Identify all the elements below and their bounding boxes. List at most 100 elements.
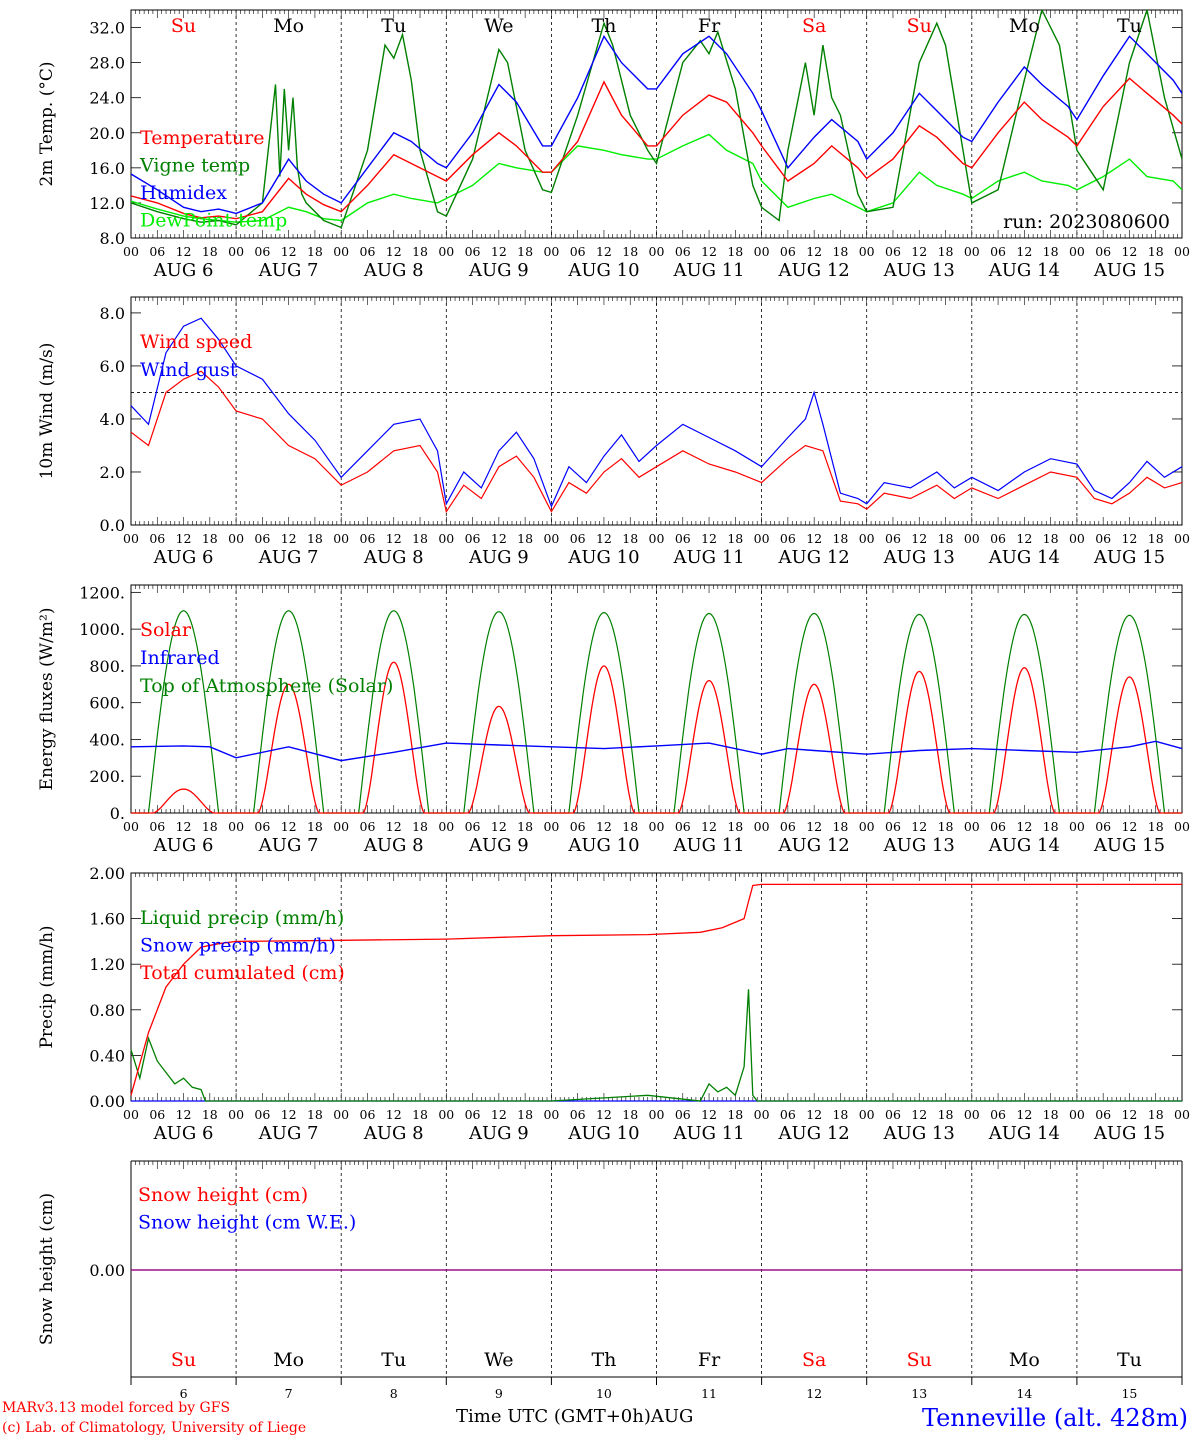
- hour-tick-label: 06: [465, 244, 481, 259]
- day-number-label: 13: [911, 1386, 927, 1400]
- y-tick-label: 1200.: [79, 583, 125, 602]
- hour-tick-label: 18: [832, 1107, 848, 1122]
- energy-panel: Energy fluxes (W/m²) 1200. 1000. 800. 600. 40…: [37, 583, 1190, 856]
- hour-tick-label: 06: [360, 819, 376, 834]
- series-line-wind-speed: [130, 370, 1183, 514]
- hour-tick-label: 12: [806, 1107, 822, 1122]
- hour-tick-label: 12: [701, 1107, 717, 1122]
- hour-tick-label: 00: [543, 244, 559, 259]
- hour-tick-label: 18: [307, 1107, 323, 1122]
- y-axis-title: Energy fluxes (W/m²): [37, 608, 57, 791]
- series-line-toa-day: [761, 612, 867, 814]
- hour-tick-label: 12: [1016, 531, 1032, 546]
- hour-tick-label: 12: [911, 244, 927, 259]
- hour-tick-label: 06: [570, 819, 586, 834]
- series-line-toa-day: [446, 611, 552, 814]
- legend-entry: Liquid precip (mm/h): [140, 907, 344, 929]
- hour-tick-label: 12: [386, 531, 402, 546]
- y-tick-label: 1.60: [89, 910, 125, 929]
- hour-tick-label: 00: [123, 531, 139, 546]
- series-line-humidex: [131, 34, 1182, 215]
- hour-tick-label: 12: [806, 244, 822, 259]
- date-label: AUG 7: [258, 547, 319, 568]
- hour-tick-label: 18: [727, 1107, 743, 1122]
- hour-tick-label: 06: [465, 531, 481, 546]
- hour-tick-label: 06: [149, 1107, 165, 1122]
- hour-tick-label: 12: [176, 1107, 192, 1122]
- hour-tick-label: 06: [360, 1107, 376, 1122]
- hour-tick-label: 06: [1095, 531, 1111, 546]
- hour-tick-label: 18: [832, 819, 848, 834]
- date-label: AUG 14: [988, 547, 1060, 568]
- hour-tick-label: 18: [938, 244, 954, 259]
- weekday-label: We: [484, 1349, 513, 1371]
- hour-tick-label: 12: [596, 1107, 612, 1122]
- hour-tick-label: 12: [701, 531, 717, 546]
- date-label: AUG 8: [363, 547, 424, 568]
- legend-entry: Infrared: [140, 647, 220, 669]
- hour-tick-label: 18: [622, 244, 638, 259]
- y-tick-label: 2.0: [100, 463, 125, 482]
- hour-tick-label: 00: [438, 531, 454, 546]
- hour-tick-label: 18: [202, 1107, 218, 1122]
- hour-tick-label: 12: [1016, 244, 1032, 259]
- credit-line-2: (c) Lab. of Climatology, University of L…: [2, 1420, 307, 1436]
- hour-tick-label: 18: [727, 531, 743, 546]
- hour-tick-label: 06: [360, 531, 376, 546]
- y-axis-title: Precip (mm/h): [37, 925, 57, 1048]
- y-tick-label: 0.00: [89, 1261, 125, 1280]
- series-line-solar-day: [866, 670, 972, 814]
- day-number-label: 15: [1121, 1386, 1137, 1400]
- series-line-total-cumulated-cm-: [130, 883, 1182, 1096]
- date-label: AUG 11: [672, 835, 744, 856]
- series-line-solar-day: [341, 661, 447, 814]
- hour-tick-label: 00: [1174, 819, 1190, 834]
- series-line-solar-day: [761, 683, 867, 814]
- hour-tick-label: 12: [1121, 244, 1137, 259]
- hour-tick-label: 12: [701, 244, 717, 259]
- date-label: AUG 7: [258, 1123, 319, 1144]
- weekday-label: Tu: [381, 1349, 406, 1371]
- hour-tick-label: 18: [1148, 244, 1164, 259]
- hour-tick-label: 00: [333, 244, 349, 259]
- date-label: AUG 11: [672, 260, 744, 281]
- weekday-label: Su: [907, 15, 932, 37]
- hour-tick-label: 00: [333, 1107, 349, 1122]
- legend-entry: Snow precip (mm/h): [140, 935, 336, 957]
- date-label: AUG 10: [567, 260, 639, 281]
- hour-tick-label: 06: [1095, 244, 1111, 259]
- weekday-label: Sa: [802, 1349, 826, 1371]
- hour-tick-label: 06: [675, 1107, 691, 1122]
- series-line-liquid-precip-mm-h-: [130, 989, 1182, 1102]
- date-label: AUG 8: [363, 260, 424, 281]
- legend-entry: DewPoint temp: [140, 210, 287, 232]
- weekday-label: Mo: [1009, 15, 1040, 37]
- hour-tick-label: 00: [333, 531, 349, 546]
- hour-tick-label: 00: [859, 1107, 875, 1122]
- weekday-label: Mo: [273, 15, 304, 37]
- hour-tick-label: 06: [360, 244, 376, 259]
- hour-tick-label: 18: [202, 819, 218, 834]
- hour-tick-label: 18: [1043, 244, 1059, 259]
- y-tick-label: 32.0: [89, 19, 125, 38]
- hour-tick-label: 00: [1069, 1107, 1085, 1122]
- hour-tick-label: 00: [1174, 244, 1190, 259]
- hour-tick-label: 18: [727, 244, 743, 259]
- hour-tick-label: 12: [281, 531, 297, 546]
- weekday-label: Sa: [802, 15, 826, 37]
- date-label: AUG 10: [567, 835, 639, 856]
- hour-tick-label: 18: [1043, 531, 1059, 546]
- hour-tick-label: 00: [1174, 1107, 1190, 1122]
- hour-tick-label: 12: [281, 244, 297, 259]
- hour-tick-label: 12: [491, 1107, 507, 1122]
- weekday-label: Mo: [273, 1349, 304, 1371]
- date-label: AUG 15: [1093, 1123, 1165, 1144]
- date-label: AUG 8: [363, 1123, 424, 1144]
- hour-tick-label: 12: [911, 531, 927, 546]
- hour-tick-label: 12: [491, 244, 507, 259]
- y-tick-label: 800.: [89, 657, 125, 676]
- hour-tick-label: 12: [176, 244, 192, 259]
- hour-tick-label: 00: [228, 531, 244, 546]
- hour-tick-label: 06: [254, 244, 270, 259]
- y-tick-label: 28.0: [89, 54, 125, 73]
